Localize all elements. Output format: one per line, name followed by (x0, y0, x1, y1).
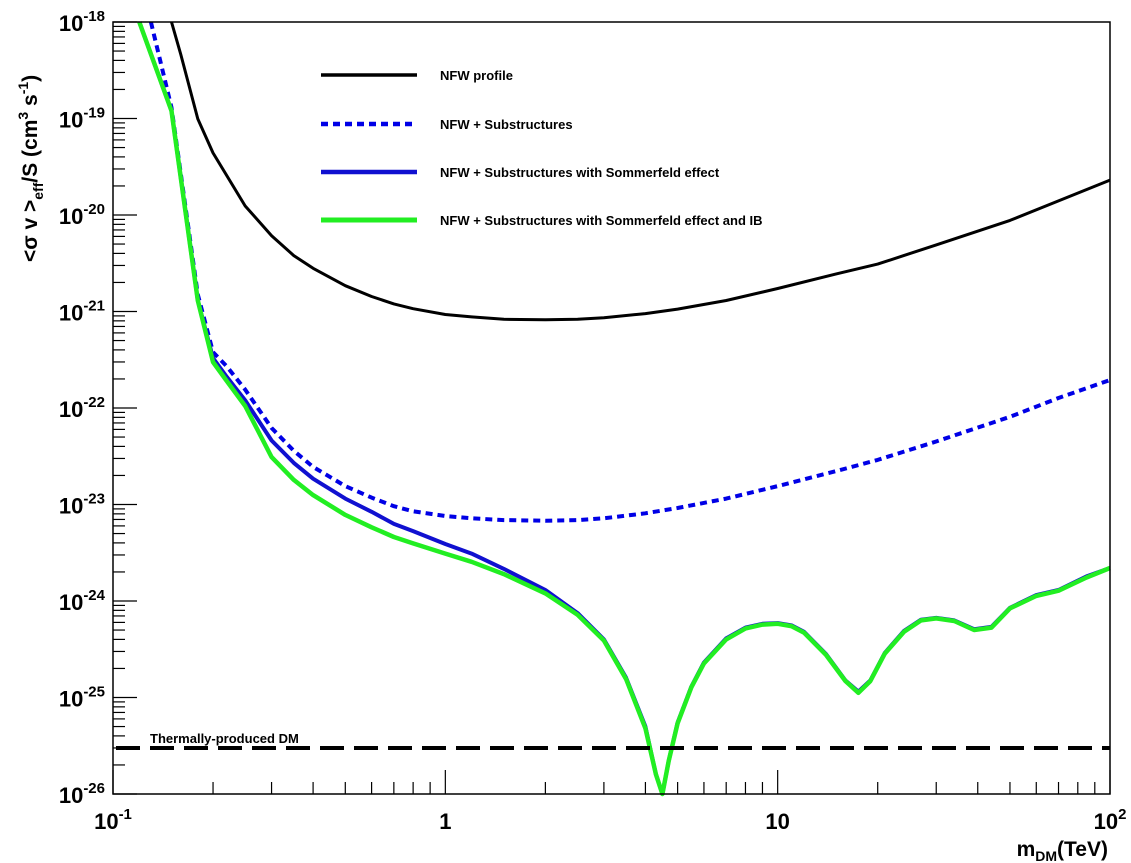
y-tick-label: 10-19 (59, 105, 105, 133)
y-tick-label: 10-21 (59, 298, 105, 326)
series-line-1 (170, 21, 1111, 322)
x-tick-label: 102 (1094, 806, 1127, 834)
legend-label-3: NFW + Substructures with Sommerfeld effe… (440, 165, 720, 180)
y-tick-label: 10-23 (59, 491, 105, 519)
legend-label-1: NFW profile (440, 68, 513, 83)
x-tick-label: 10 (765, 809, 789, 834)
y-axis-title: <σ v >eff/S (cm3 s-1) (15, 75, 46, 262)
x-tick-label: 1 (439, 809, 451, 834)
x-axis-tick-labels: 10-1 1 10 102 (94, 806, 1126, 834)
y-tick-label: 10-24 (59, 587, 106, 615)
y-tick-label: 10-25 (59, 684, 105, 712)
thermal-label: Thermally-produced DM (150, 731, 299, 746)
x-axis-title: mDM(TeV) (1017, 838, 1108, 863)
x-axis-ticks (112, 770, 1111, 794)
data-curves (137, 21, 1111, 797)
legend: NFW profile NFW + Substructures NFW + Subs… (321, 68, 763, 228)
y-tick-label: 10-18 (59, 8, 105, 36)
y-tick-label: 10-20 (59, 201, 105, 229)
y-tick-label: 10-22 (59, 394, 105, 422)
y-tick-label: 10-26 (59, 780, 105, 808)
legend-label-4: NFW + Substructures with Sommerfeld effe… (440, 213, 763, 228)
x-tick-label: 10-1 (94, 806, 132, 834)
series-line-2 (148, 21, 1111, 523)
series-line-4 (137, 21, 1111, 797)
legend-label-2: NFW + Substructures (440, 117, 573, 132)
y-axis-tick-labels: 10-26 10-25 10-24 10-23 10-22 10-21 10-20 10-19… (59, 8, 106, 808)
y-axis-ticks (113, 21, 137, 795)
